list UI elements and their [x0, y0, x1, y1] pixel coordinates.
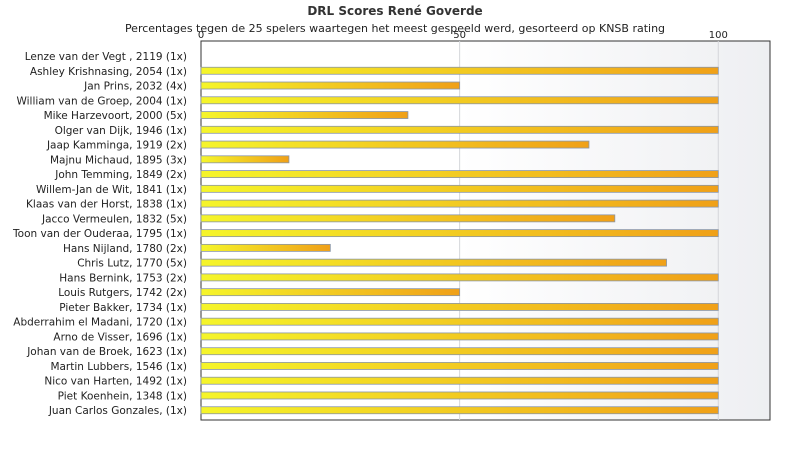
bar	[200, 317, 719, 326]
bar	[200, 362, 719, 370]
category-label: Toon van der Ouderaa, 1795 (1x)	[12, 228, 187, 240]
bar	[200, 243, 331, 252]
bar	[200, 273, 719, 282]
category-label: Arno de Visser, 1696 (1x)	[53, 331, 187, 343]
bar	[200, 155, 290, 164]
bar	[200, 288, 461, 297]
category-label: Juan Carlos Gonzales, (1x)	[48, 405, 187, 417]
bars-group	[200, 66, 719, 415]
x-tick-label-0: 0	[198, 30, 204, 41]
category-label: Pieter Bakker, 1734 (1x)	[59, 302, 187, 314]
category-label: Mike Harzevoort, 2000 (5x)	[44, 110, 187, 122]
category-label: Ashley Krishnasing, 2054 (1x)	[30, 66, 187, 78]
bar	[200, 184, 719, 193]
category-label: William van de Groep, 2004 (1x)	[16, 95, 187, 107]
bar	[200, 376, 719, 385]
x-tick-labels: 0 50 100	[198, 30, 728, 41]
bar	[200, 332, 719, 341]
bar	[200, 140, 590, 149]
category-label: Jan Prins, 2032 (4x)	[83, 81, 187, 93]
category-label: Martin Lubbers, 1546 (1x)	[50, 361, 187, 373]
x-tick-label-100: 100	[709, 30, 728, 41]
category-label: Hans Nijland, 1780 (2x)	[63, 243, 187, 255]
category-label: Olger van Dijk, 1946 (1x)	[55, 125, 187, 137]
category-label: Nico van Harten, 1492 (1x)	[44, 376, 187, 388]
bar	[200, 303, 719, 311]
category-label: Klaas van der Horst, 1838 (1x)	[26, 199, 187, 211]
category-label: John Temming, 1849 (2x)	[54, 169, 187, 181]
bar	[200, 170, 719, 178]
bar	[200, 66, 719, 75]
category-label: Jacco Vermeulen, 1832 (5x)	[41, 213, 187, 225]
bar	[200, 391, 719, 400]
bar	[200, 125, 719, 134]
category-label: Lenze van der Vegt , 2119 (1x)	[25, 51, 187, 63]
bar	[200, 214, 616, 223]
bar	[200, 81, 461, 90]
category-label: Chris Lutz, 1770 (5x)	[77, 258, 187, 270]
bar	[200, 199, 719, 208]
bar	[200, 111, 409, 119]
bar	[200, 258, 667, 267]
category-label: Piet Koenhein, 1348 (1x)	[58, 390, 187, 402]
bar	[200, 229, 719, 238]
category-label: Johan van de Broek, 1623 (1x)	[26, 346, 187, 358]
chart-subtitle: Percentages tegen de 25 spelers waartege…	[124, 22, 666, 35]
category-label: Louis Rutgers, 1742 (2x)	[58, 287, 187, 299]
category-label: Willem-Jan de Wit, 1841 (1x)	[36, 184, 187, 196]
bar	[200, 406, 719, 415]
category-label: Abderrahim el Madani, 1720 (1x)	[13, 317, 187, 329]
category-labels: Lenze van der Vegt , 2119 (1x) Ashley Kri…	[12, 51, 187, 417]
chart-title: DRL Scores René Goverde	[307, 4, 483, 18]
bar	[200, 347, 719, 356]
category-label: Jaap Kamminga, 1919 (2x)	[46, 140, 187, 152]
bar	[200, 96, 719, 105]
category-label: Hans Bernink, 1753 (2x)	[59, 272, 187, 284]
x-tick-label-50: 50	[453, 30, 466, 41]
category-label: Majnu Michaud, 1895 (3x)	[50, 154, 187, 166]
